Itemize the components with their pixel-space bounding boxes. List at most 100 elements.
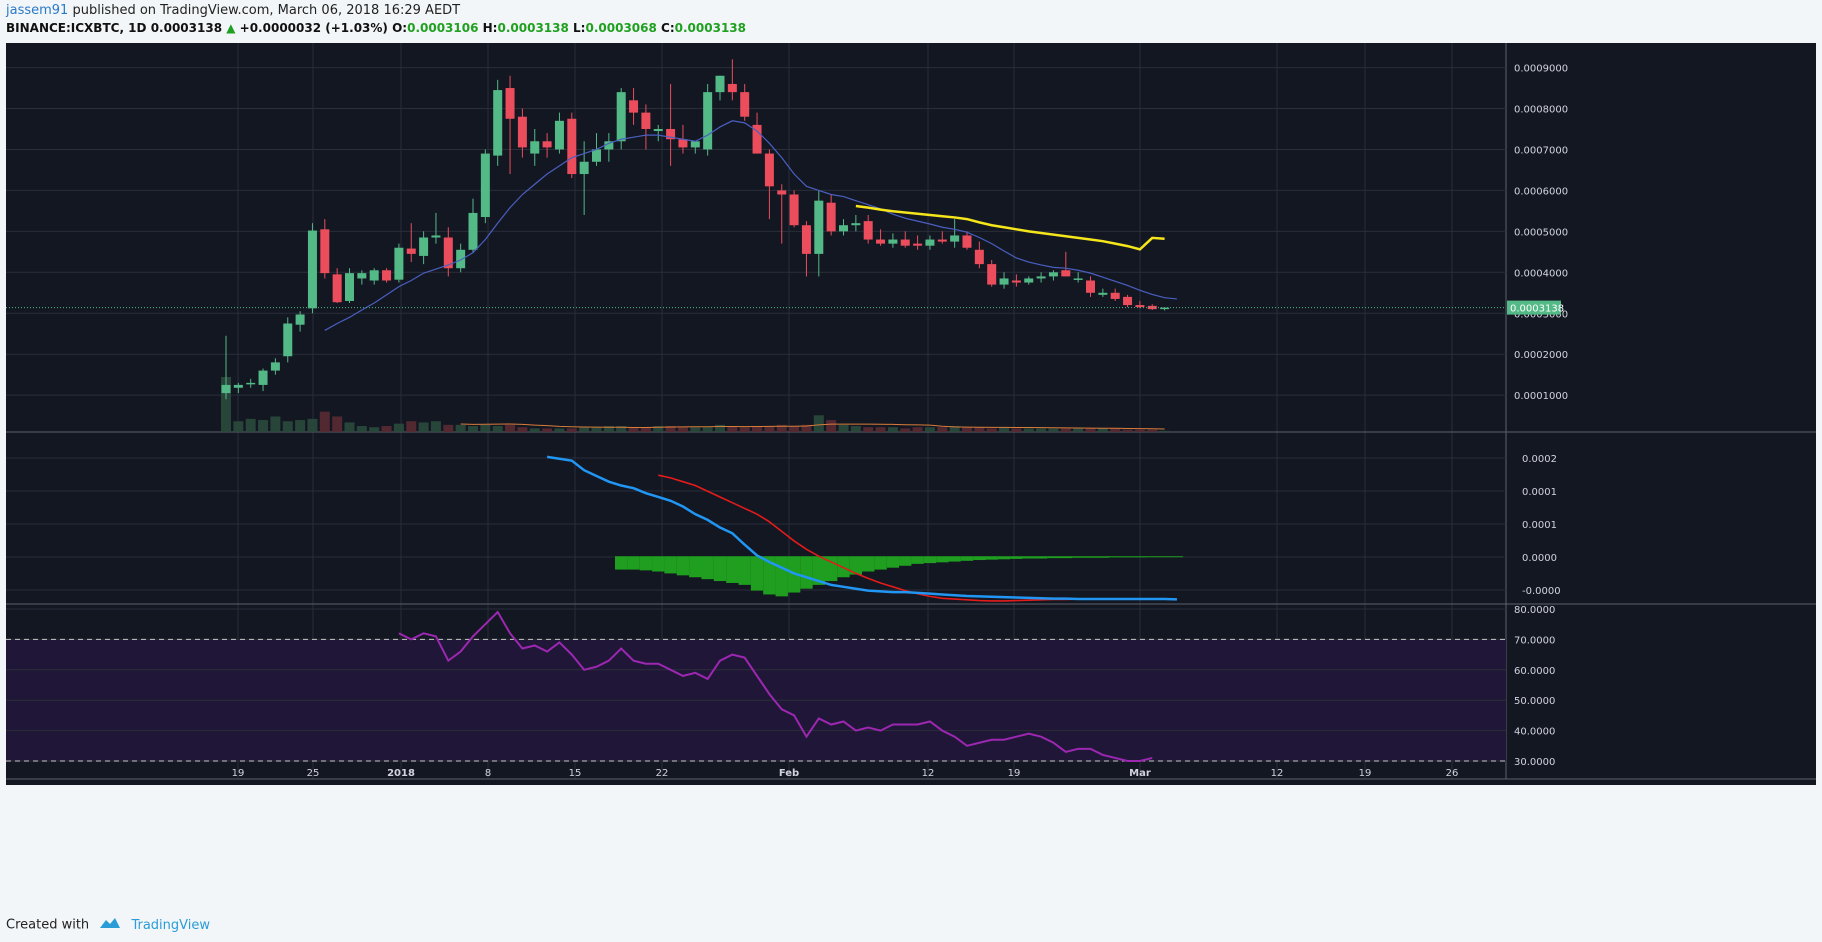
time-tick-label: 26 (1446, 768, 1459, 779)
macd-histogram-bar (1022, 556, 1035, 559)
last-price-badge (1507, 300, 1561, 315)
candle-body (641, 112, 651, 129)
time-tick-label: 19 (1359, 768, 1372, 779)
volume-bar (1159, 430, 1170, 432)
tradingview-link[interactable]: TradingView (131, 917, 210, 933)
price-tick-label: 0.0002000 (1514, 350, 1568, 361)
author-link[interactable]: jassem91 (6, 3, 69, 18)
candle-body (357, 273, 367, 279)
volume-bar (702, 427, 713, 432)
candle-body (764, 153, 774, 187)
volume-bar (245, 418, 256, 432)
published-text: published on TradingView.com, March 06, … (72, 3, 461, 18)
time-tick-label: 8 (485, 768, 491, 779)
candle-body (1110, 292, 1120, 299)
candle-body (443, 237, 453, 269)
candle-body (789, 194, 799, 226)
candle-body (567, 118, 577, 175)
macd-histogram-bar (837, 556, 850, 578)
volume-bar (789, 426, 800, 432)
candle-body (456, 249, 466, 269)
macd-histogram-bar (997, 556, 1011, 560)
price-tick-label: 0.0004000 (1514, 268, 1568, 279)
chart-svg[interactable]: 0.0009000 0.0008000 0.0007000 0.0006000 0.00… (6, 43, 1816, 909)
candle-body (283, 323, 293, 357)
ma-yellow-line (855, 204, 1165, 251)
volume-bar (677, 427, 688, 432)
candle-body (369, 270, 379, 281)
macd-histogram-bar (973, 556, 986, 561)
volume-bar (999, 427, 1010, 432)
ma-blue-line (324, 120, 1178, 331)
volume-bar (579, 427, 590, 432)
chart-area[interactable]: 0.0009000 0.0008000 0.0007000 0.0006000 0.00… (6, 43, 1816, 909)
volume-bar (1060, 428, 1071, 432)
candle-body (678, 139, 688, 148)
volume-bar (492, 426, 503, 432)
time-tick-label: 12 (922, 768, 935, 779)
volume-bar (764, 426, 775, 432)
last-price: 0.0003138 (150, 21, 223, 35)
rsi-tick-label: 40.0000 (1514, 727, 1555, 738)
time-tick-label: Mar (1129, 768, 1151, 779)
volume-bar (628, 427, 639, 432)
candle-body (937, 239, 947, 242)
volume-bar (863, 427, 874, 432)
candle-body (320, 229, 330, 274)
volume-bar (715, 424, 725, 432)
rsi-tick-label: 70.0000 (1514, 635, 1555, 646)
macd-histogram-bar (1158, 556, 1171, 558)
volume-bar (826, 420, 837, 432)
candle-body (431, 235, 441, 238)
candle-body (987, 264, 997, 285)
volume-bar (443, 424, 454, 432)
macd-histogram-bar (713, 556, 727, 582)
candle-body (727, 83, 737, 93)
macd-histogram-bar (726, 556, 739, 583)
volume-bar (233, 421, 244, 432)
macd-histogram-bar (1121, 556, 1134, 558)
volume-bar (752, 426, 763, 432)
rsi-tick-label: 80.0000 (1514, 605, 1555, 616)
tradingview-logo-icon[interactable] (99, 916, 121, 934)
macd-histogram-bar (639, 556, 653, 571)
candle-body (579, 161, 589, 175)
candle-body (851, 223, 861, 226)
volume-bar (356, 426, 367, 432)
time-tick-label: 12 (1271, 768, 1284, 779)
low-value: 0.0003068 (585, 21, 657, 35)
volume-bar (319, 411, 330, 432)
price-tick-label: 0.0003000 (1514, 309, 1568, 320)
macd-histogram-bar (923, 556, 937, 564)
volume-bar (381, 426, 392, 432)
candle-body (1098, 292, 1108, 295)
volume-bar (468, 426, 478, 432)
volume-bar (690, 427, 701, 432)
candle-body (814, 200, 824, 254)
volume-bar (1097, 428, 1108, 432)
macd-line (546, 455, 1177, 601)
volume-bar (875, 427, 886, 432)
macd-histogram-bar (615, 556, 628, 570)
candle-body (1024, 278, 1034, 283)
high-label: H: (482, 21, 498, 35)
candle-body (715, 75, 725, 93)
volume-bar (962, 427, 972, 432)
candle-body (839, 225, 848, 232)
candle-body (777, 190, 787, 195)
volume-bar (838, 424, 849, 432)
candle-body (505, 88, 515, 119)
macd-histogram-bar (775, 556, 788, 597)
candle-body (1135, 305, 1145, 308)
ohlc-legend: BINANCE:ICXBTC, 1D 0.0003138 ▲ +0.000003… (6, 21, 746, 35)
footer: Created with TradingView (6, 916, 210, 934)
macd-histogram-bar (738, 556, 751, 585)
volume-bar (542, 428, 553, 432)
volume-bar (727, 426, 738, 432)
candle-body (592, 149, 601, 162)
candle-body (493, 90, 503, 156)
macd-histogram-bar (911, 556, 924, 564)
candle-body (974, 249, 984, 265)
rsi-tick-label: 60.0000 (1514, 666, 1555, 677)
macd-histogram-bar (1071, 556, 1085, 558)
